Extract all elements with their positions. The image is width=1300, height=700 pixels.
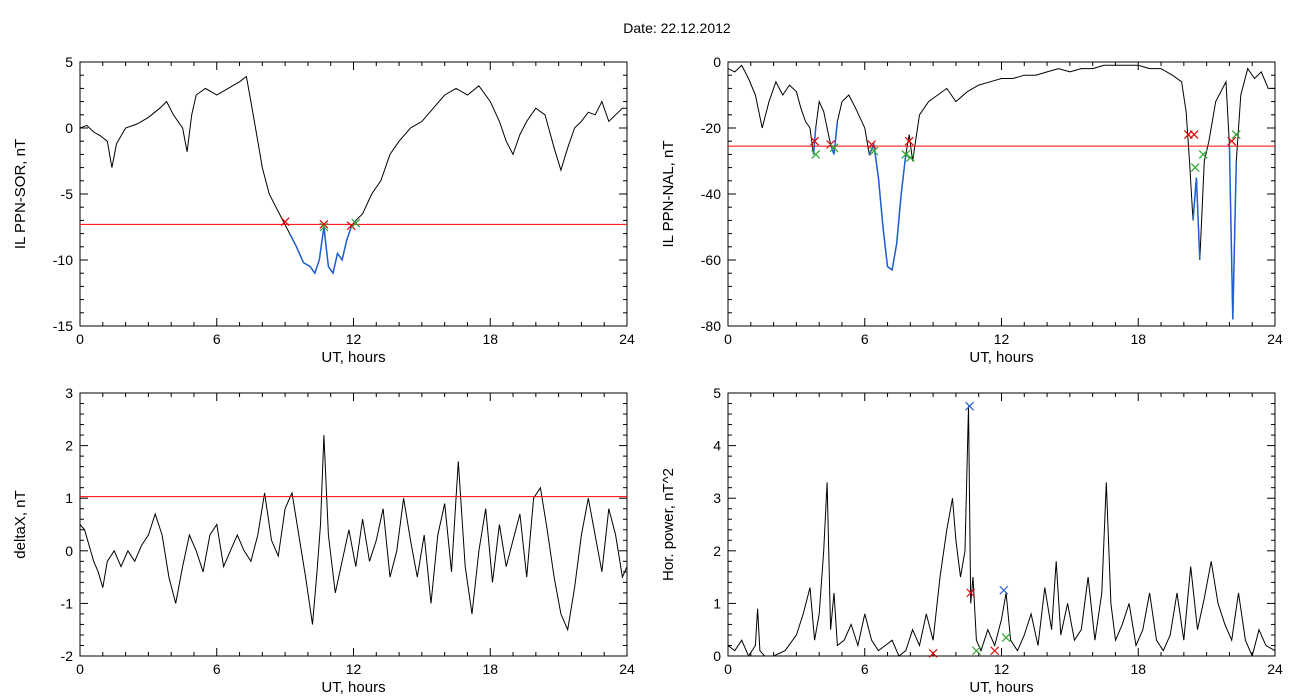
y-tick-label: -1 xyxy=(61,595,74,611)
y-tick-label: -40 xyxy=(701,186,721,202)
x-tick-label: 6 xyxy=(213,331,221,347)
x-axis-label: UT, hours xyxy=(321,679,385,696)
plot-frame xyxy=(79,61,628,327)
y-tick-label: 5 xyxy=(713,385,721,401)
event-marker xyxy=(346,221,356,231)
x-tick-label: 18 xyxy=(482,331,498,347)
y-tick-label: -5 xyxy=(61,186,74,202)
event-marker xyxy=(869,146,879,156)
event-marker xyxy=(280,217,290,227)
event-marker xyxy=(965,401,975,411)
y-axis-label: IL PPN-NAL, nT xyxy=(660,141,677,248)
event-marker xyxy=(966,588,976,598)
x-tick-label: 24 xyxy=(619,661,635,677)
event-segment-line xyxy=(1192,177,1201,261)
plot-sor: 0 6 12 18 24 -15 -10 -5 0 5 UT, hours IL PPN-SOR, n… xyxy=(12,54,635,366)
x-tick-label: 6 xyxy=(861,661,869,677)
x-tick-label: 24 xyxy=(619,331,635,347)
x-axis-label: UT, hours xyxy=(969,679,1033,696)
y-tick-label: 0 xyxy=(65,120,73,136)
y-tick-label: 4 xyxy=(713,438,721,454)
y-tick-label: -80 xyxy=(701,318,721,334)
x-tick-label: 24 xyxy=(1267,661,1283,677)
y-tick-label: 0 xyxy=(713,648,721,664)
y-tick-label: -10 xyxy=(53,252,73,268)
x-tick-label: 24 xyxy=(1267,331,1283,347)
x-tick-label: 0 xyxy=(76,661,84,677)
y-tick-label: 3 xyxy=(713,490,721,506)
event-marker xyxy=(867,140,877,149)
y-tick-label: 0 xyxy=(713,54,721,70)
event-marker xyxy=(905,153,915,163)
event-marker xyxy=(1001,633,1011,643)
y-tick-label: -20 xyxy=(701,120,721,136)
event-marker xyxy=(1231,130,1241,140)
event-marker xyxy=(319,222,329,232)
plot-nal: 0 6 12 18 24 -80 -60 -40 -20 0 UT, hours IL PPN-NAL… xyxy=(660,54,1283,366)
x-tick-label: 18 xyxy=(482,661,498,677)
event-marker xyxy=(1198,149,1208,159)
series-line xyxy=(728,64,1275,320)
y-axis-label: IL PPN-SOR, nT xyxy=(12,139,29,249)
y-tick-label: 1 xyxy=(713,595,721,611)
event-marker xyxy=(990,646,1000,656)
y-tick-label: 2 xyxy=(713,543,721,559)
y-tick-label: 2 xyxy=(65,438,73,454)
x-tick-label: 0 xyxy=(724,661,732,677)
y-tick-label: 0 xyxy=(65,543,73,559)
series-line xyxy=(80,75,627,275)
event-marker xyxy=(319,219,329,229)
x-tick-label: 18 xyxy=(1130,331,1146,347)
x-tick-label: 18 xyxy=(1130,661,1146,677)
x-tick-label: 6 xyxy=(213,661,221,677)
event-marker xyxy=(829,143,839,153)
y-tick-label: -15 xyxy=(53,318,73,334)
event-marker xyxy=(810,136,820,146)
y-tick-label: -2 xyxy=(61,648,74,664)
series-line xyxy=(728,406,1275,656)
x-tick-label: 12 xyxy=(346,661,362,677)
y-tick-label: 5 xyxy=(65,54,73,70)
y-tick-label: -60 xyxy=(701,252,721,268)
y-axis-label: Hor. power, nT^2 xyxy=(660,468,677,581)
x-tick-label: 12 xyxy=(994,661,1010,677)
series-line xyxy=(80,435,627,632)
event-marker xyxy=(1190,163,1200,173)
x-tick-label: 12 xyxy=(994,331,1010,347)
event-segment-line xyxy=(1228,144,1238,320)
event-segment-line xyxy=(829,121,839,155)
event-marker xyxy=(928,648,938,658)
x-tick-label: 12 xyxy=(346,331,362,347)
plot-frame xyxy=(79,392,628,657)
plot-frame xyxy=(727,61,1276,327)
event-marker xyxy=(811,149,821,159)
y-tick-label: 1 xyxy=(65,490,73,506)
y-axis-label: deltaX, nT xyxy=(12,490,29,558)
event-marker xyxy=(904,136,914,146)
x-tick-label: 6 xyxy=(861,331,869,347)
x-axis-label: UT, hours xyxy=(969,349,1033,366)
event-marker xyxy=(1189,130,1199,140)
x-tick-label: 0 xyxy=(76,331,84,347)
event-segment-line xyxy=(868,141,907,272)
y-tick-label: 3 xyxy=(65,385,73,401)
x-axis-label: UT, hours xyxy=(321,349,385,366)
event-segment-line xyxy=(289,219,357,276)
event-marker xyxy=(901,149,911,159)
event-marker xyxy=(999,585,1009,595)
event-marker xyxy=(972,646,981,656)
x-tick-label: 0 xyxy=(724,331,732,347)
event-marker xyxy=(1227,136,1237,146)
event-marker xyxy=(351,218,361,228)
figure-title: Date: 22.12.2012 xyxy=(623,20,731,36)
